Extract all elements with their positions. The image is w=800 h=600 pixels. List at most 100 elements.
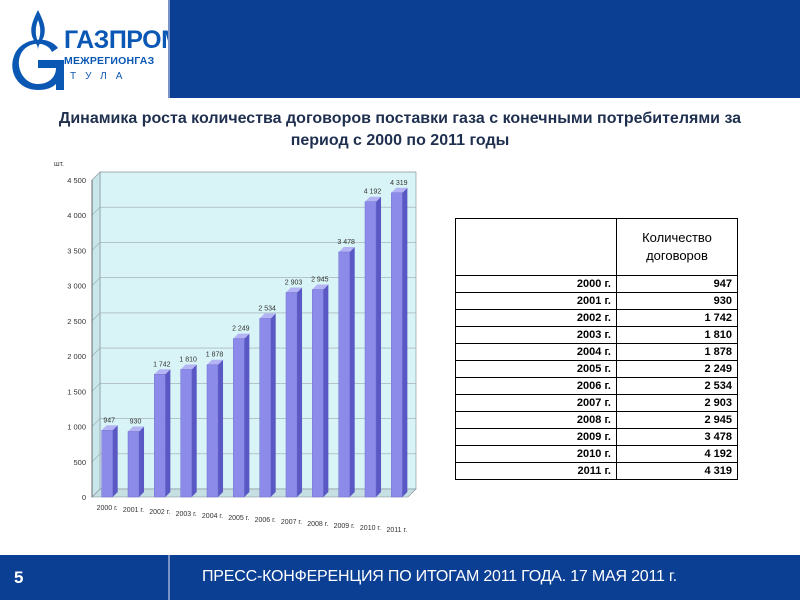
bar [154,369,171,498]
table-row: 2000 г. 947 [455,275,738,293]
bar [233,333,250,498]
bar-value-label: 2 903 [285,279,303,286]
table-row: 2004 г. 1 878 [455,343,738,361]
table-cell-year: 2008 г. [455,411,617,429]
x-tick-label: 2009 г. [334,523,355,530]
footer-divider [168,555,170,600]
bar [206,359,224,498]
bar [101,425,118,498]
table-cell-year: 2000 г. [455,275,617,293]
plot-side-wall [91,171,101,498]
gridline [91,383,416,392]
table-row: 2011 г. 4 319 [455,462,738,480]
table-cell-year: 2003 г. [455,326,617,344]
y-unit-label: шт. [54,161,64,168]
plot-back-wall [99,171,417,490]
table-header-year [455,218,617,276]
gridline [91,312,416,322]
gazprom-logo: ГАЗПРОМ МЕЖРЕГИОНГАЗ ТУЛА [8,6,182,94]
bar-value-label: 3 478 [337,239,355,246]
table-cell-value: 1 878 [616,343,738,361]
y-tick-label: 2 000 [67,352,86,361]
x-tick-label: 2003 г. [176,511,197,518]
bar [364,196,382,498]
table-row: 2008 г. 2 945 [455,411,738,429]
x-tick-label: 2010 г. [360,525,381,532]
footer-left-band [0,555,168,600]
table-row: 2003 г. 1 810 [455,326,738,344]
bar [338,246,355,498]
table-row: 2001 г. 930 [455,292,738,310]
page-number: 5 [14,568,24,587]
y-tick-label: 1 500 [67,387,86,396]
footer-text: ПРЕСС-КОНФЕРЕНЦИЯ ПО ИТОГАМ 2011 ГОДА. 1… [202,568,677,585]
bar-value-label: 1 742 [153,361,171,368]
bar-value-label: 2 249 [232,326,250,333]
x-tick-label: 2006 г. [255,517,276,524]
table-cell-year: 2009 г. [455,428,617,446]
table-cell-year: 2004 г. [455,343,617,361]
table-row: 2009 г. 3 478 [455,428,738,446]
table-cell-year: 2005 г. [455,360,617,378]
table-cell-value: 947 [616,275,738,293]
bar-value-label: 930 [130,418,142,425]
table-header-count: Количество договоров [616,218,738,276]
table-cell-value: 4 319 [616,462,738,480]
table-row: 2005 г. 2 249 [455,360,738,378]
bar [285,287,303,498]
table-cell-year: 2010 г. [455,445,617,463]
gridline [91,171,416,181]
y-tick-label: 1 000 [67,423,86,432]
bar-value-label: 2 534 [258,305,276,312]
table-row: 2010 г. 4 192 [455,445,738,463]
bar [259,313,276,498]
contracts-bar-chart: 0 500 1 000 1 500 2 000 2 500 3 000 3 500 4 000 4… [54,161,417,534]
x-tick-label: 2007 г. [281,519,302,526]
x-tick-label: 2004 г. [202,513,223,520]
bar-value-label: 4 192 [364,189,382,196]
bar-value-label: 2 945 [311,277,329,284]
table-cell-year: 2002 г. [455,309,617,327]
table-cell-year: 2007 г. [455,394,617,412]
bar [180,364,197,498]
x-tick-label: 2005 г. [228,515,249,522]
gridline [91,242,416,251]
y-tick-label: 3 500 [67,246,86,255]
gridline [91,277,416,286]
header-band [170,0,800,98]
x-tick-label: 2011 г. [387,527,408,534]
bar-value-label: 947 [103,417,115,424]
table-cell-value: 2 945 [616,411,738,429]
table-row: 2006 г. 2 534 [455,377,738,395]
table-cell-year: 2001 г. [455,292,617,310]
header-logo-area: ГАЗПРОМ МЕЖРЕГИОНГАЗ ТУЛА [0,0,182,98]
bar-value-label: 1 810 [179,356,197,363]
y-tick-label: 0 [82,493,86,502]
table-cell-value: 2 249 [616,360,738,378]
x-tick-label: 2001 г. [123,507,144,514]
slide-title: Динамика роста количества договоров пост… [58,110,742,149]
gridline [91,453,416,462]
gridline [91,347,416,357]
table-cell-value: 2 903 [616,394,738,412]
gridline [91,488,416,498]
table-cell-value: 3 478 [616,428,738,446]
y-tick-label: 4 500 [67,176,86,185]
table-cell-value: 4 192 [616,445,738,463]
gridline [91,206,416,216]
table-cell-value: 2 534 [616,377,738,395]
header-divider [168,0,170,98]
gazprom-flame-icon [12,10,64,90]
table-cell-value: 930 [616,292,738,310]
x-tick-label: 2000 г. [97,505,118,512]
bar-value-label: 4 319 [390,180,408,187]
logo-subsidiary: МЕЖРЕГИОНГАЗ [64,55,155,67]
contracts-table: Количество договоров 2000 г. 947 2001 г. 93… [455,218,738,480]
gridline [91,418,416,427]
table-cell-year: 2006 г. [455,377,617,395]
bar [127,426,145,498]
y-tick-label: 2 500 [67,317,86,326]
table-cell-year: 2011 г. [455,462,617,480]
logo-city: ТУЛА [70,71,132,82]
y-tick-label: 500 [73,458,86,467]
